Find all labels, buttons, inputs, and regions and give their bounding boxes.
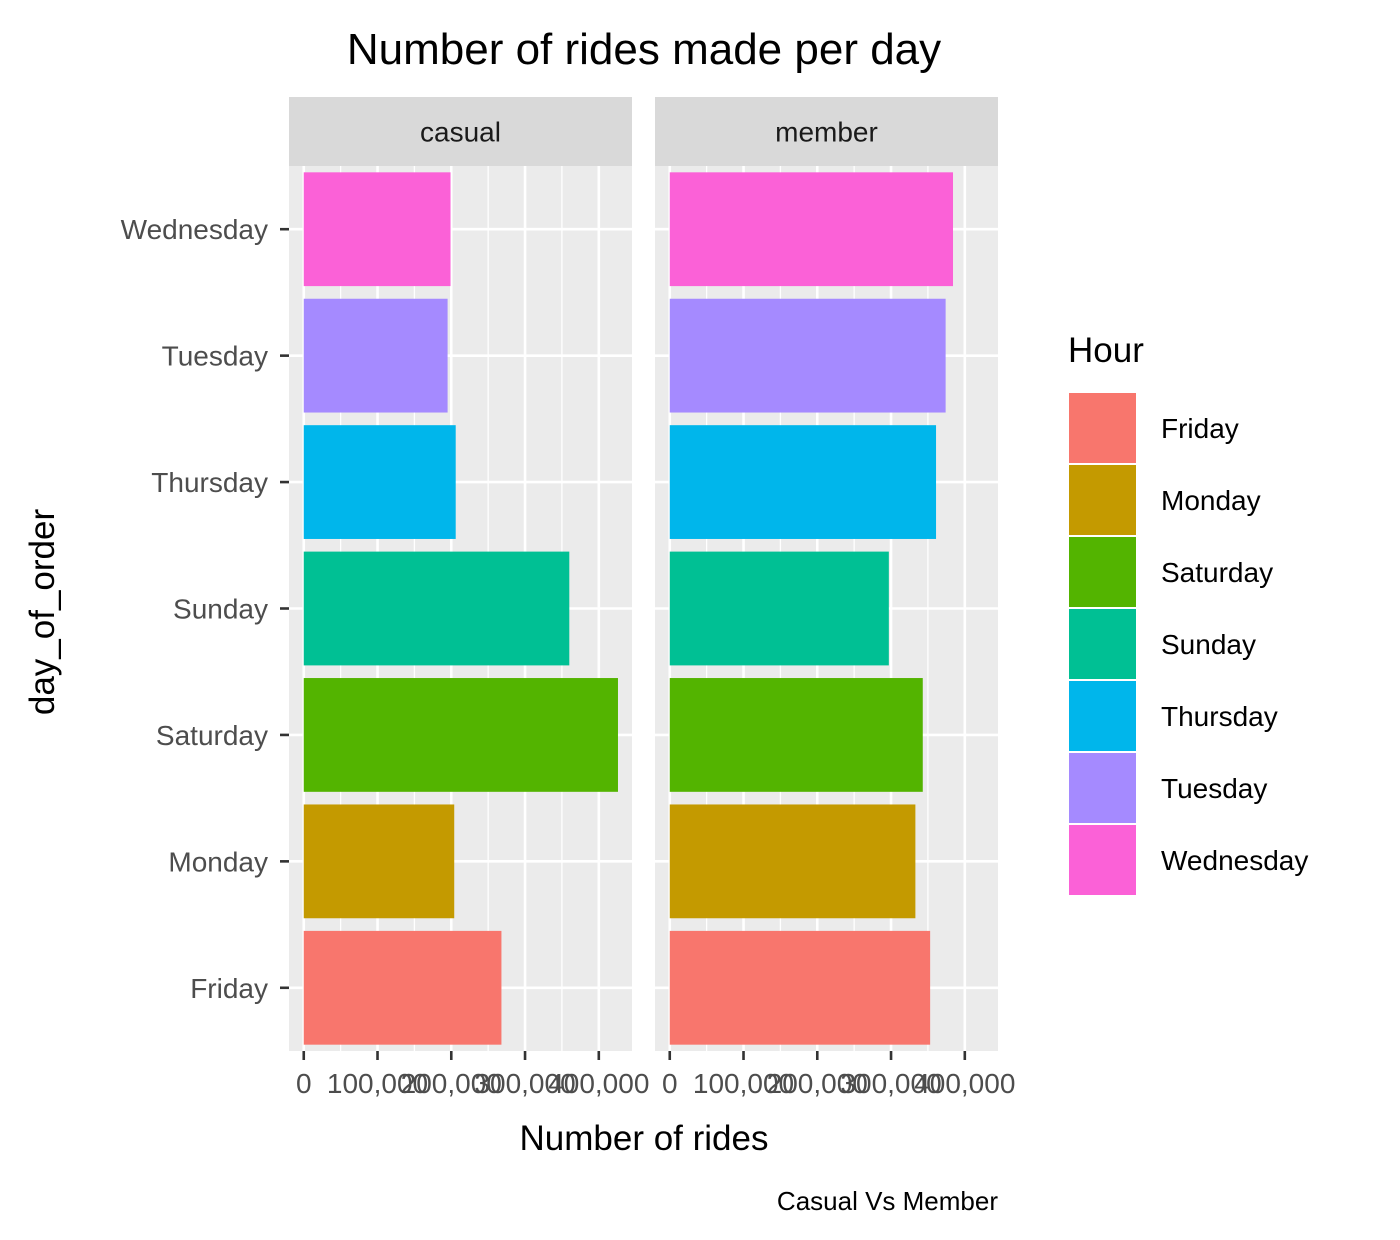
bar-member-tuesday [669, 298, 946, 413]
x-axis-title: Number of rides [520, 1119, 769, 1158]
legend-key-wednesday [1067, 823, 1138, 897]
x-tick-label: 200,000 [767, 1068, 868, 1099]
y-axis: Friday Monday Saturday Sunday Thursday Tuesda… [121, 214, 289, 1004]
legend-label: Sunday [1161, 629, 1256, 660]
chart-caption: Casual Vs Member [777, 1186, 998, 1216]
facet-strip-label: member [775, 117, 878, 148]
x-tick-label: 200,000 [401, 1068, 502, 1099]
bar-member-monday [669, 804, 916, 919]
y-tick-label: Friday [190, 973, 268, 1004]
y-tick-label: Monday [168, 846, 268, 877]
y-tick-label: Saturday [156, 720, 268, 751]
facet-strip [655, 97, 998, 166]
legend-label: Friday [1161, 413, 1239, 444]
y-axis-title: day_of_order [23, 509, 62, 716]
bar-casual-thursday [303, 425, 456, 539]
legend-label: Tuesday [1161, 773, 1267, 804]
facet-strip [289, 97, 632, 166]
bar-member-thursday [669, 425, 937, 539]
legend-key-tuesday [1067, 751, 1138, 825]
y-tick-label: Tuesday [162, 341, 268, 372]
chart-title: Number of rides made per day [347, 25, 941, 74]
legend-key-thursday [1067, 679, 1138, 753]
facet-strip-label: casual [420, 117, 501, 148]
y-tick-label: Wednesday [121, 214, 268, 245]
x-tick-label: 400,000 [914, 1068, 1015, 1099]
y-tick-label: Sunday [173, 594, 268, 625]
x-tick-label: 300,000 [474, 1068, 575, 1099]
legend: Hour Friday Monday Saturday Sunday Thursday T… [1067, 331, 1308, 897]
bar-casual-tuesday [303, 298, 448, 413]
y-tick-label: Thursday [151, 467, 268, 498]
bar-member-friday [669, 930, 931, 1045]
bar-casual-saturday [303, 678, 618, 792]
bar-casual-monday [303, 804, 455, 919]
x-tick-label: 0 [662, 1068, 678, 1099]
legend-title: Hour [1068, 331, 1144, 370]
legend-label: Saturday [1161, 557, 1273, 588]
x-tick-label: 400,000 [548, 1068, 649, 1099]
legend-label: Thursday [1161, 701, 1278, 732]
x-tick-label: 100,000 [693, 1068, 794, 1099]
legend-key-friday [1067, 391, 1138, 465]
bar-member-wednesday [669, 172, 954, 287]
bar-member-sunday [669, 551, 889, 666]
bar-casual-friday [303, 930, 502, 1045]
x-tick-label: 300,000 [840, 1068, 941, 1099]
x-tick-label: 100,000 [327, 1068, 428, 1099]
legend-label: Wednesday [1161, 845, 1308, 876]
legend-key-saturday [1067, 535, 1138, 609]
legend-key-monday [1067, 463, 1138, 537]
legend-label: Monday [1161, 485, 1261, 516]
bar-casual-wednesday [303, 172, 451, 287]
bar-member-saturday [669, 678, 923, 792]
legend-key-sunday [1067, 607, 1138, 681]
x-tick-label: 0 [296, 1068, 312, 1099]
bar-casual-sunday [303, 551, 570, 666]
